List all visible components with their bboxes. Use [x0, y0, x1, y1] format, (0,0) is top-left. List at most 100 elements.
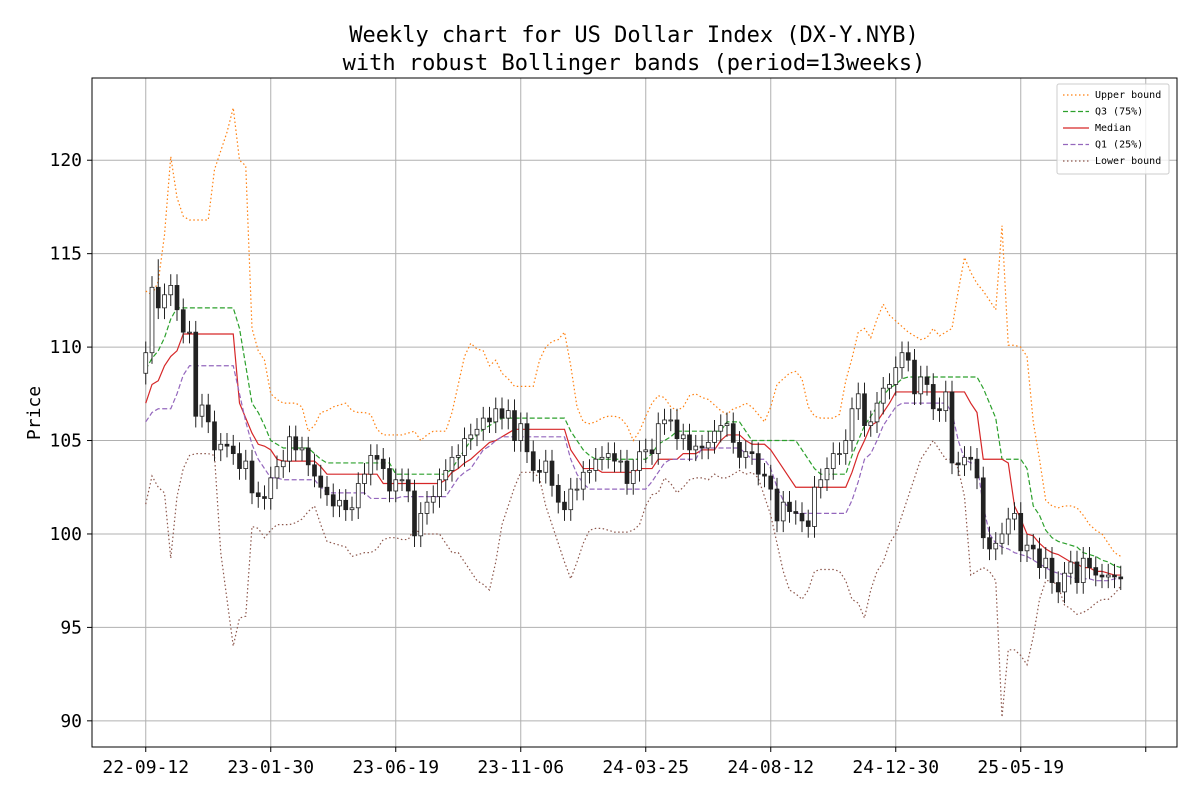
candle-body	[187, 331, 192, 334]
candle-body	[205, 404, 211, 423]
candle-body	[480, 417, 486, 430]
candle-body	[430, 496, 436, 503]
candle-body	[605, 453, 611, 458]
candle-body	[974, 458, 980, 479]
axes: 90 95 100 105 110 115 120 22-09-12 23-01-30 23-06…	[49, 150, 1147, 778]
candle-body	[424, 501, 430, 514]
candle-body	[443, 470, 449, 481]
candle-body	[399, 479, 405, 482]
candle-body	[437, 479, 442, 497]
candle-body	[243, 460, 249, 469]
x-tick-label: 24-08-12	[727, 757, 814, 778]
candle-body	[412, 490, 417, 537]
candle-body	[362, 473, 367, 484]
candle-body	[680, 434, 686, 440]
legend-box	[1056, 83, 1170, 175]
candle-body	[218, 443, 224, 451]
candle-body	[668, 419, 674, 422]
candle-body	[918, 376, 924, 395]
candle-body	[268, 477, 274, 499]
candle-body	[324, 486, 330, 496]
candle-body	[774, 488, 780, 522]
candle-body	[587, 470, 592, 473]
candle-body	[993, 542, 999, 550]
candle-body	[787, 501, 792, 512]
candle-body	[1012, 513, 1017, 520]
candle-body	[149, 286, 155, 354]
candle-body	[449, 456, 455, 471]
candle-body	[1037, 548, 1042, 569]
legend: Upper bound Q3 (75%) Median Q1 (25%) Lower b…	[1056, 83, 1170, 175]
candle-body	[393, 479, 399, 492]
candle-body	[912, 359, 917, 395]
candle-body	[574, 488, 580, 491]
candle-body	[755, 453, 761, 475]
candle-body	[1024, 544, 1030, 552]
legend-label: Upper bound	[1095, 90, 1161, 101]
legend-label: Q1 (25%)	[1095, 140, 1143, 151]
candle-body	[262, 496, 267, 499]
candle-body	[899, 352, 905, 369]
candle-body	[962, 456, 967, 466]
y-tick-label: 95	[60, 617, 82, 638]
candle-body	[199, 404, 205, 417]
band-line	[145, 365, 1121, 582]
candle-body	[655, 423, 661, 455]
candle-body	[749, 451, 755, 455]
candle-body	[180, 309, 186, 333]
chart-title: Weekly chart for US Dollar Index (DX-Y.N…	[349, 23, 919, 48]
candle-body	[505, 410, 511, 419]
candle-body	[562, 501, 567, 511]
candle-body	[530, 451, 536, 471]
candle-body	[524, 423, 530, 453]
x-tick-label: 24-03-25	[602, 757, 689, 778]
candle-body	[1087, 557, 1092, 569]
candle-body	[337, 499, 342, 507]
candle-body	[537, 470, 542, 473]
y-tick-label: 90	[60, 711, 82, 732]
candle-body	[1080, 557, 1086, 583]
candle-body	[637, 451, 642, 471]
x-tick-label: 25-05-19	[977, 757, 1064, 778]
candle-body	[193, 331, 199, 417]
candle-body	[468, 434, 474, 440]
candle-body	[343, 499, 349, 511]
candle-body	[930, 384, 936, 410]
band-line	[145, 107, 1122, 557]
candle-body	[687, 434, 692, 451]
candle-body	[543, 460, 549, 473]
candle-body	[943, 391, 949, 412]
legend-label: Median	[1095, 123, 1131, 134]
candle-body	[230, 445, 236, 455]
candle-body	[387, 468, 392, 492]
candle-body	[599, 456, 605, 460]
candle-body	[555, 484, 561, 503]
candle-body	[805, 520, 811, 527]
candle-body	[174, 285, 180, 311]
candle-body	[374, 455, 380, 460]
candle-body	[162, 294, 167, 309]
candle-body	[812, 486, 817, 527]
candle-body	[1055, 582, 1061, 593]
x-tick-label: 23-01-30	[227, 757, 314, 778]
legend-label: Q3 (75%)	[1095, 107, 1143, 118]
candle-body	[662, 419, 667, 425]
candle-body	[718, 425, 724, 432]
candle-body	[593, 458, 599, 471]
candle-body	[743, 451, 749, 458]
candle-body	[1074, 561, 1080, 583]
candle-body	[255, 492, 261, 497]
candle-body	[518, 423, 524, 441]
y-tick-label: 115	[49, 244, 82, 265]
candle-body	[674, 419, 680, 440]
x-tick-label: 22-09-12	[102, 757, 189, 778]
candle-body	[799, 513, 805, 522]
candle-body	[880, 387, 886, 404]
candle-body	[155, 286, 161, 309]
candle-body	[330, 494, 336, 507]
candle-body	[368, 455, 374, 475]
x-tick-label: 24-12-30	[852, 757, 939, 778]
candle-body	[693, 445, 699, 451]
grid	[92, 78, 1177, 747]
